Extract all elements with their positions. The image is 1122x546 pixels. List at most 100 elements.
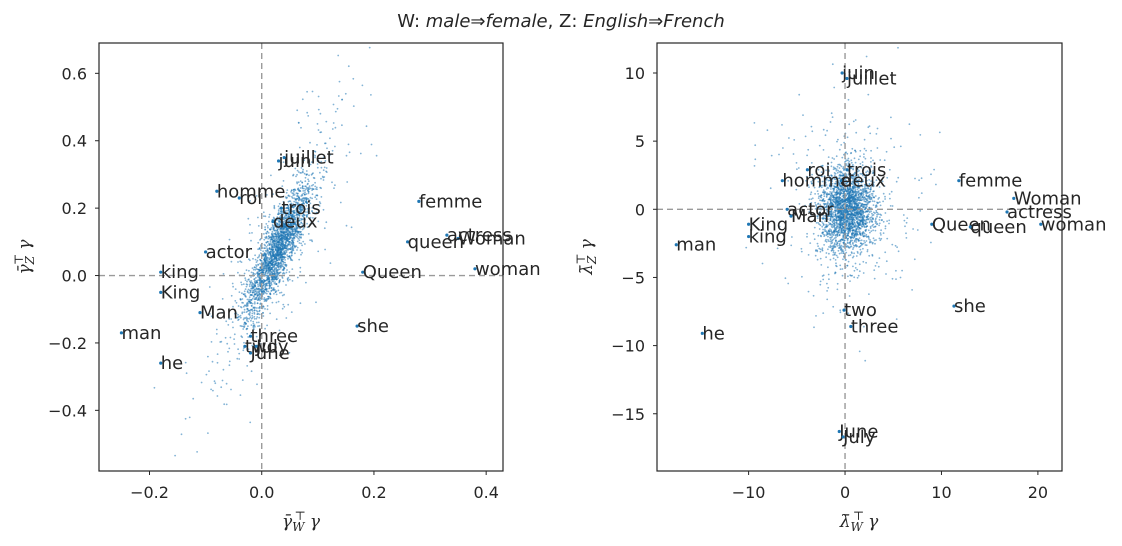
left-scatter-point — [251, 297, 254, 300]
right-scatter-point — [835, 264, 837, 267]
left-scatter-point — [285, 284, 287, 286]
right-scatter-point — [865, 203, 867, 206]
left-scatter-point — [265, 269, 267, 271]
left-scatter-point — [246, 304, 249, 306]
left-scatter-point — [277, 261, 280, 264]
left-scatter-point — [270, 174, 272, 177]
left-scatter-point — [244, 288, 247, 290]
right-scatter-point — [863, 226, 866, 229]
left-scatter-point — [245, 296, 247, 298]
left-scatter-point — [306, 90, 308, 93]
right-scatter-point — [754, 158, 757, 161]
right-scatter-point — [855, 255, 858, 257]
left-scatter-point — [306, 213, 309, 216]
left-scatter-point — [280, 253, 283, 256]
left-scatter-point — [248, 296, 251, 298]
right-scatter-point — [850, 188, 853, 190]
left-scatter-point — [250, 239, 252, 242]
left-scatter-point — [296, 169, 299, 172]
right-scatter-point — [857, 202, 859, 205]
right-scatter-point — [753, 122, 756, 124]
left-scatter-point — [293, 197, 296, 200]
left-word-label: man — [121, 323, 161, 344]
right-scatter-point — [847, 234, 850, 236]
right-scatter-point — [852, 237, 855, 240]
left-scatter-point — [153, 480, 155, 482]
right-scatter-point — [838, 204, 841, 207]
left-scatter-point — [294, 204, 297, 206]
right-scatter-point — [854, 181, 857, 183]
right-scatter-point — [884, 212, 887, 214]
right-scatter-point — [881, 219, 883, 221]
left-scatter-point — [279, 271, 282, 274]
right-scatter-point — [839, 240, 842, 243]
left-scatter-point — [246, 365, 249, 367]
left-scatter-point — [297, 201, 299, 204]
left-scatter-point — [239, 316, 242, 319]
left-scatter-point — [315, 301, 317, 304]
left-scatter-point — [222, 273, 225, 275]
left-y-tick-label: 0.0 — [62, 267, 87, 286]
left-scatter-point — [304, 189, 306, 192]
left-word-label: woman — [475, 259, 541, 280]
right-scatter-point — [818, 186, 821, 189]
left-scatter-point — [259, 262, 261, 265]
left-scatter-point — [266, 278, 268, 281]
left-scatter-point — [275, 218, 278, 221]
right-scatter-point — [880, 214, 883, 217]
left-scatter-point — [282, 202, 285, 205]
right-scatter-point — [919, 210, 922, 212]
right-scatter-point — [827, 286, 830, 289]
left-scatter-point — [308, 188, 311, 191]
left-scatter-point — [264, 215, 267, 218]
left-scatter-point — [280, 232, 283, 235]
left-scatter-point — [293, 212, 296, 215]
left-scatter-point — [251, 310, 254, 312]
right-scatter-point — [883, 185, 886, 188]
left-scatter-point — [293, 200, 296, 203]
right-scatter-point — [902, 214, 905, 216]
left-scatter-point — [231, 282, 234, 285]
left-scatter-point — [277, 257, 280, 260]
right-scatter-point — [863, 206, 866, 208]
right-scatter-point — [810, 125, 813, 128]
left-scatter-point — [243, 304, 246, 307]
right-scatter-point — [849, 213, 852, 216]
left-x-tick-label: 0.4 — [473, 483, 498, 502]
right-scatter-point — [810, 212, 812, 215]
left-scatter-point — [252, 287, 254, 290]
left-scatter-point — [235, 312, 238, 315]
left-scatter-point — [283, 232, 286, 235]
left-scatter-point — [277, 248, 279, 251]
right-scatter-point — [890, 137, 892, 140]
right-scatter-point — [807, 148, 810, 151]
right-scatter-point — [831, 63, 834, 66]
left-word-point — [215, 189, 219, 193]
right-scatter-point — [838, 219, 840, 222]
left-scatter-point — [250, 324, 253, 326]
left-scatter-point — [295, 207, 298, 210]
right-scatter-point — [861, 178, 864, 181]
left-scatter-point — [228, 347, 231, 350]
left-scatter-point — [270, 238, 273, 241]
left-word-point — [276, 159, 281, 163]
left-scatter-point — [276, 216, 279, 219]
left-scatter-point — [273, 204, 276, 207]
right-scatter-point — [813, 326, 815, 329]
left-scatter-point — [309, 212, 311, 215]
left-y-tick-label: −0.4 — [48, 401, 87, 420]
right-scatter-point — [846, 176, 849, 179]
left-scatter-point — [352, 77, 355, 80]
left-scatter-point — [268, 216, 270, 218]
left-scatter-point — [252, 257, 254, 260]
left-scatter-point — [269, 240, 272, 243]
left-scatter-point — [247, 300, 250, 303]
right-scatter-point — [878, 222, 881, 225]
left-scatter-point — [251, 267, 254, 269]
left-scatter-point — [268, 286, 271, 288]
left-scatter-point — [269, 251, 272, 253]
left-scatter-point — [254, 254, 256, 257]
right-scatter-point — [851, 173, 854, 176]
left-scatter-point — [282, 249, 285, 251]
